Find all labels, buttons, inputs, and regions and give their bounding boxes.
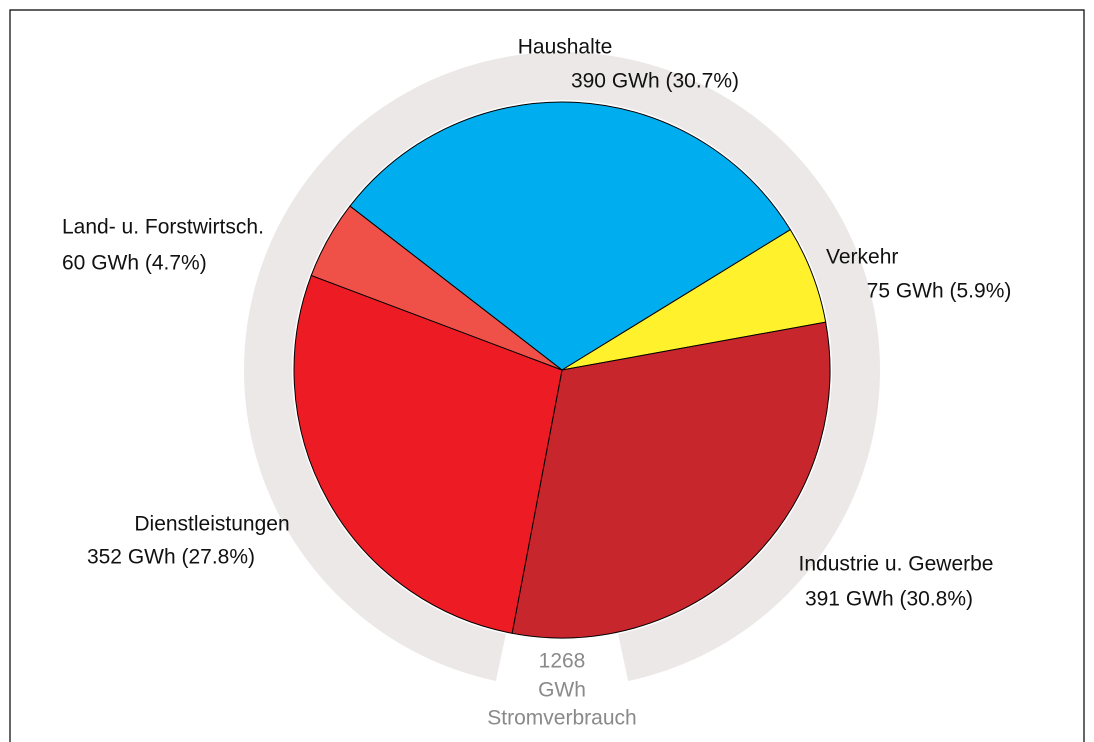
slice-layer xyxy=(293,101,831,639)
slice-label: Industrie u. Gewerbe xyxy=(799,553,994,576)
value-label: 75 GWh (5.9%) xyxy=(867,280,1012,303)
slice-label: Haushalte xyxy=(518,36,613,59)
frame xyxy=(9,9,1085,742)
slice-label: Dienstleistungen xyxy=(134,513,289,536)
value-label: 391 GWh (30.8%) xyxy=(805,588,973,611)
value-label: 352 GWh (27.8%) xyxy=(87,546,255,569)
pie-slice xyxy=(310,205,563,371)
value-label: 390 GWh (30.7%) xyxy=(571,70,739,93)
total-label: Stromverbrauch xyxy=(487,707,636,730)
total-value: 1268 xyxy=(539,650,586,673)
slice-label: Land- u. Forstwirtsch. xyxy=(62,216,264,239)
total-unit: GWh xyxy=(538,679,586,702)
slice-label: Verkehr xyxy=(826,246,898,269)
pie-slice xyxy=(293,274,563,634)
value-label: 60 GWh (4.7%) xyxy=(62,252,207,275)
pie-slice xyxy=(511,321,831,639)
pie-slice xyxy=(349,101,792,371)
